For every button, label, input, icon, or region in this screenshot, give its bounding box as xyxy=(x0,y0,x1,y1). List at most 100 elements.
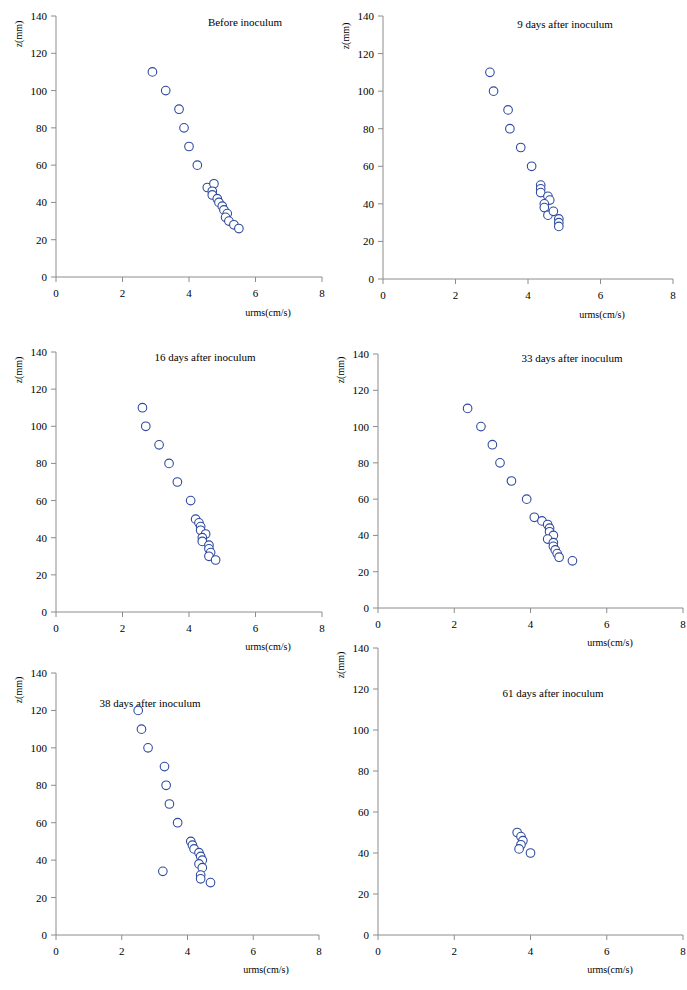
y-tick-label: 20 xyxy=(36,234,48,246)
y-tick-label: 40 xyxy=(358,847,370,859)
y-tick-label: 80 xyxy=(36,779,48,791)
x-tick-label: 6 xyxy=(604,945,610,957)
point xyxy=(522,495,531,504)
y-axis-label: z(mm) xyxy=(13,357,25,384)
y-tick-label: 20 xyxy=(36,569,48,581)
point xyxy=(165,800,174,809)
x-tick xyxy=(683,608,684,613)
y-tick xyxy=(51,202,56,203)
point xyxy=(161,86,170,95)
y-tick-label: 40 xyxy=(358,529,370,541)
x-tick-label: 2 xyxy=(119,945,125,957)
point xyxy=(175,105,184,114)
y-tick xyxy=(51,165,56,166)
x-tick-label: 8 xyxy=(316,945,322,957)
y-tick xyxy=(378,16,383,17)
y-tick-label: 80 xyxy=(363,123,375,135)
x-tick-label: 4 xyxy=(528,945,534,957)
y-tick xyxy=(373,571,378,572)
y-tick xyxy=(373,689,378,690)
y-tick xyxy=(378,91,383,92)
panel: 024680204060801001201409 days after inoc… xyxy=(340,10,676,321)
x-tick-label: 4 xyxy=(186,287,192,299)
y-tick xyxy=(51,822,56,823)
y-tick xyxy=(51,53,56,54)
x-axis-label: urms(cm/s) xyxy=(579,309,625,321)
y-tick-label: 140 xyxy=(353,642,370,654)
y-tick-label: 60 xyxy=(36,159,48,171)
x-tick-label: 0 xyxy=(375,945,381,957)
point xyxy=(463,404,472,413)
point xyxy=(185,142,194,151)
x-tick-label: 8 xyxy=(680,618,686,630)
x-tick xyxy=(683,935,684,940)
x-tick xyxy=(189,277,190,282)
x-tick xyxy=(187,935,188,940)
y-tick-label: 120 xyxy=(31,704,48,716)
y-tick-label: 120 xyxy=(353,683,370,695)
point xyxy=(504,106,513,115)
y-tick xyxy=(373,730,378,731)
point xyxy=(515,845,524,854)
x-tick xyxy=(122,612,123,617)
x-tick xyxy=(322,277,323,282)
y-axis-label: z(mm) xyxy=(335,357,347,384)
y-tick-label: 140 xyxy=(31,667,48,679)
y-tick-label: 140 xyxy=(31,10,48,22)
points xyxy=(134,706,215,887)
y-tick xyxy=(378,241,383,242)
y-tick xyxy=(51,612,56,613)
x-axis-label: urms(cm/s) xyxy=(587,637,633,649)
y-tick xyxy=(51,463,56,464)
y-tick-label: 0 xyxy=(42,929,48,941)
y-tick-label: 60 xyxy=(358,493,370,505)
point xyxy=(488,440,497,449)
y-tick xyxy=(51,127,56,128)
x-tick-label: 6 xyxy=(251,945,257,957)
y-tick xyxy=(373,648,378,649)
y-axis-label: z(mm) xyxy=(340,23,352,50)
x-tick xyxy=(121,935,122,940)
y-tick xyxy=(378,128,383,129)
x-tick xyxy=(189,612,190,617)
y-tick-label: 140 xyxy=(358,10,375,22)
x-tick-label: 2 xyxy=(452,618,458,630)
x-tick-label: 2 xyxy=(453,289,459,301)
y-tick xyxy=(51,785,56,786)
title: 38 days after inoculum xyxy=(99,697,201,709)
x-tick xyxy=(56,277,57,282)
x-tick xyxy=(455,279,456,284)
y-tick-label: 120 xyxy=(353,384,370,396)
point xyxy=(144,744,153,753)
x-tick-label: 8 xyxy=(319,622,325,634)
point xyxy=(496,459,505,468)
points xyxy=(148,68,243,233)
x-tick-label: 0 xyxy=(53,287,59,299)
point xyxy=(507,477,516,486)
y-tick xyxy=(51,352,56,353)
x-tick-label: 6 xyxy=(598,289,604,301)
y-tick xyxy=(51,537,56,538)
point xyxy=(141,422,150,431)
y-tick xyxy=(51,277,56,278)
point xyxy=(477,422,486,431)
y-tick-label: 0 xyxy=(42,606,48,618)
y-tick-label: 20 xyxy=(36,892,48,904)
x-tick xyxy=(122,277,123,282)
y-tick-label: 140 xyxy=(31,346,48,358)
x-tick-label: 0 xyxy=(375,618,381,630)
y-tick-label: 0 xyxy=(42,271,48,283)
x-tick-label: 0 xyxy=(53,622,59,634)
point xyxy=(160,762,169,771)
points xyxy=(138,403,220,564)
x-tick xyxy=(253,935,254,940)
y-tick-label: 20 xyxy=(363,235,375,247)
y-tick xyxy=(51,389,56,390)
x-tick xyxy=(378,935,379,940)
x-tick-label: 4 xyxy=(186,622,192,634)
x-tick xyxy=(530,608,531,613)
y-tick xyxy=(51,16,56,17)
y-tick xyxy=(51,426,56,427)
point xyxy=(526,849,535,858)
y-tick xyxy=(51,747,56,748)
